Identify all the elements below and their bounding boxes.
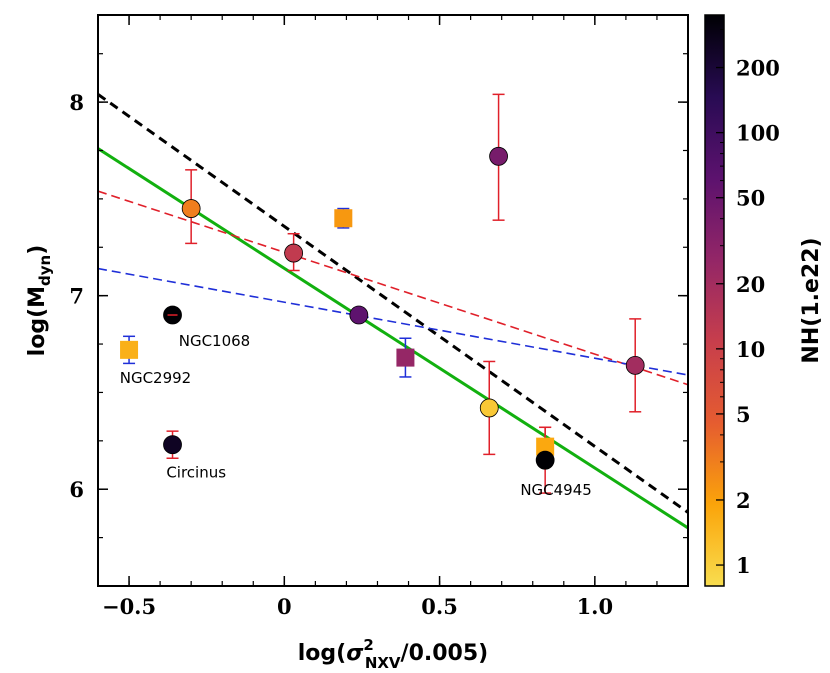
colorbar-tick-label: 100 xyxy=(736,121,780,146)
axis-ticks: −0.5 0 0.5 1.0 6 7 8 xyxy=(69,15,689,619)
y-tick-label: 6 xyxy=(69,477,84,502)
data-point xyxy=(625,355,645,375)
colorbar-gradient xyxy=(704,14,725,587)
colorbar-tick-label: 10 xyxy=(736,337,765,362)
y-tick-label: 7 xyxy=(69,284,84,309)
annotation-label: NGC1068 xyxy=(179,332,251,350)
colorbar-title: NH(1.e22) xyxy=(799,237,824,363)
colorbar-tick-label: 2 xyxy=(736,488,751,513)
colorbar-tick-label: 1 xyxy=(736,553,751,578)
x-axis-title: log(σ2 NXV/0.005) xyxy=(298,636,488,672)
red-fit-line xyxy=(98,190,688,386)
data-point-square xyxy=(536,437,555,456)
black-fit-line xyxy=(98,93,688,514)
annotation-label: NGC4945 xyxy=(520,481,592,499)
annotation-label: Circinus xyxy=(166,464,226,482)
annotation-label: NGC2992 xyxy=(120,369,192,387)
data-point xyxy=(479,398,499,418)
y-tick-label: 8 xyxy=(69,90,84,115)
x-tick-label: 0.5 xyxy=(421,594,458,619)
data-point xyxy=(181,199,201,218)
x-tick-label: −0.5 xyxy=(102,594,156,619)
colorbar-tick-label: 20 xyxy=(736,272,765,297)
data-point-square xyxy=(396,348,415,367)
data-point xyxy=(535,450,555,470)
colorbar-tick-label: 5 xyxy=(736,402,751,427)
data-point-square xyxy=(334,209,353,228)
data-point xyxy=(163,435,182,455)
colorbar: 1 2 5 10 20 50 100 200 NH(1.e22) xyxy=(704,14,824,587)
plot-frame xyxy=(97,14,689,587)
data-point xyxy=(489,146,508,166)
x-tick-label: 0 xyxy=(277,594,292,619)
data-point xyxy=(349,305,369,325)
data-point-square xyxy=(120,340,139,359)
blue-fit-line xyxy=(98,267,688,376)
data-point xyxy=(284,243,304,263)
colorbar-tick-label: 200 xyxy=(736,56,780,81)
colorbar-ticks: 1 2 5 10 20 50 100 200 xyxy=(716,28,780,578)
y-axis-title: log(Mdyn) xyxy=(25,245,54,357)
colorbar-tick-label: 50 xyxy=(736,186,765,211)
plot-area xyxy=(98,93,688,530)
x-tick-label: 1.0 xyxy=(577,594,614,619)
